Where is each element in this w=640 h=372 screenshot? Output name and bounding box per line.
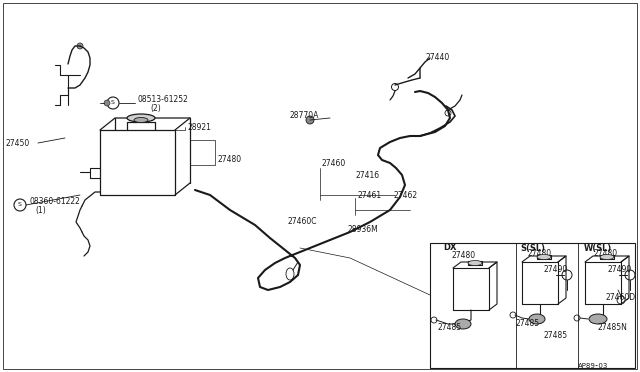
Ellipse shape [589, 314, 607, 324]
Circle shape [77, 43, 83, 49]
Text: 27485: 27485 [516, 318, 540, 327]
Ellipse shape [537, 254, 551, 260]
Text: 27485: 27485 [543, 330, 567, 340]
Text: 27460: 27460 [322, 158, 346, 167]
Bar [430, 243, 635, 368]
Ellipse shape [455, 319, 471, 329]
Text: 27480: 27480 [217, 155, 241, 164]
Ellipse shape [600, 254, 614, 260]
Text: 27460D: 27460D [606, 292, 636, 301]
Text: 27416: 27416 [355, 170, 379, 180]
Text: 27460C: 27460C [288, 218, 317, 227]
Text: 27461: 27461 [357, 192, 381, 201]
Text: 08360-61222: 08360-61222 [29, 198, 80, 206]
Ellipse shape [468, 260, 482, 266]
Text: S(SL): S(SL) [520, 244, 545, 253]
Text: 28770A: 28770A [290, 112, 319, 121]
Text: 27485N: 27485N [597, 323, 627, 331]
Text: S: S [111, 100, 115, 106]
Text: 28921: 28921 [187, 122, 211, 131]
Text: 27450: 27450 [5, 138, 29, 148]
Text: DX: DX [443, 244, 456, 253]
Text: 28936M: 28936M [347, 225, 378, 234]
Text: S: S [18, 202, 22, 208]
Ellipse shape [134, 118, 148, 122]
Text: 27485: 27485 [437, 324, 461, 333]
Text: W(SL): W(SL) [584, 244, 612, 253]
Text: 27480: 27480 [594, 248, 618, 257]
Text: 27462: 27462 [394, 192, 418, 201]
Circle shape [104, 100, 110, 106]
Text: (1): (1) [35, 206, 45, 215]
Text: 27490: 27490 [543, 266, 567, 275]
Text: 27490: 27490 [607, 266, 631, 275]
Text: 27480: 27480 [451, 251, 475, 260]
Text: 27480: 27480 [528, 248, 552, 257]
Ellipse shape [127, 114, 155, 122]
Text: AP89⁃03: AP89⁃03 [578, 363, 609, 369]
Text: (2): (2) [150, 105, 161, 113]
Ellipse shape [529, 314, 545, 324]
Text: 08513-61252: 08513-61252 [137, 96, 188, 105]
Circle shape [306, 116, 314, 124]
Text: 27440: 27440 [425, 54, 449, 62]
